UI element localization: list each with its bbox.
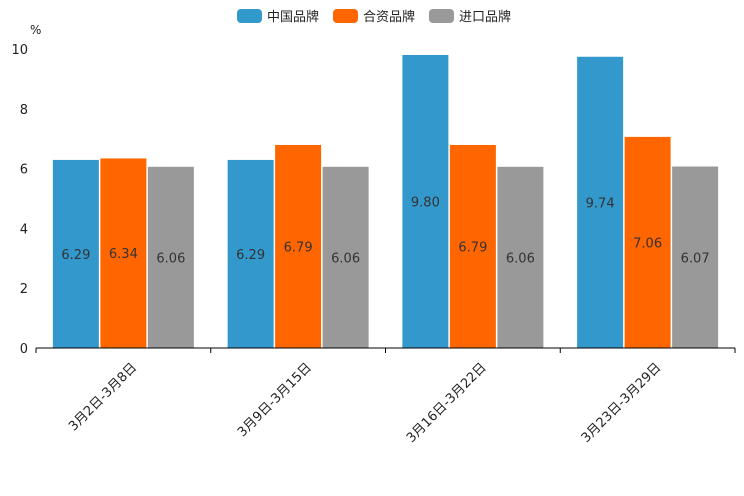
data-label: 6.79	[284, 240, 313, 255]
data-label: 9.74	[586, 196, 615, 211]
bar	[672, 166, 719, 348]
legend-item: 中国品牌	[237, 9, 319, 25]
bar	[577, 56, 624, 349]
data-label: 7.06	[633, 236, 662, 251]
legend-label: 合资品牌	[363, 9, 415, 25]
legend-label: 进口品牌	[459, 9, 511, 25]
legend: 中国品牌 合资品牌 进口品牌	[237, 9, 511, 25]
legend-item: 进口品牌	[429, 9, 511, 25]
y-tick-label: 8	[20, 103, 28, 118]
data-label: 6.06	[506, 251, 535, 266]
y-axis: 0 2 4 6 8 10	[11, 43, 28, 357]
legend-swatch	[429, 9, 454, 23]
bar	[227, 159, 274, 348]
x-tick-label: 3月9日-3月15日	[235, 360, 315, 440]
bar	[100, 158, 147, 348]
x-tick-label: 3月2日-3月8日	[66, 360, 140, 434]
bar	[497, 166, 544, 348]
bar	[52, 159, 99, 348]
data-label: 6.29	[61, 248, 90, 263]
legend-swatch	[333, 9, 358, 23]
bar	[322, 166, 369, 348]
bar	[275, 144, 322, 348]
legend-swatch	[237, 9, 262, 23]
bars: 6.29 6.34 6.06 6.29 6.79 6.06 9.80 6.79 6.06 9.74…	[52, 54, 719, 349]
data-label: 6.79	[458, 240, 487, 255]
y-tick-label: 0	[20, 342, 28, 357]
bar	[402, 54, 449, 348]
data-label: 6.07	[681, 251, 710, 266]
bar	[147, 166, 194, 348]
data-label: 6.29	[236, 248, 265, 263]
y-tick-label: 6	[20, 163, 28, 178]
y-axis-unit: %	[30, 23, 41, 37]
legend-item: 合资品牌	[333, 9, 415, 25]
y-tick-label: 4	[20, 222, 28, 237]
x-axis: 3月2日-3月8日 3月9日-3月15日 3月16日-3月22日 3月23日-3月29…	[35, 347, 736, 446]
y-tick-label: 2	[20, 282, 28, 297]
data-label: 9.80	[411, 195, 440, 210]
data-label: 6.34	[109, 247, 138, 262]
bar	[624, 136, 671, 348]
legend-label: 中国品牌	[267, 9, 319, 25]
bar	[449, 144, 496, 348]
data-label: 6.06	[331, 251, 360, 266]
data-label: 6.06	[156, 251, 185, 266]
x-tick-label: 3月23日-3月29日	[579, 360, 665, 446]
x-tick-label: 3月16日-3月22日	[404, 360, 490, 446]
y-tick-label: 10	[11, 43, 28, 58]
